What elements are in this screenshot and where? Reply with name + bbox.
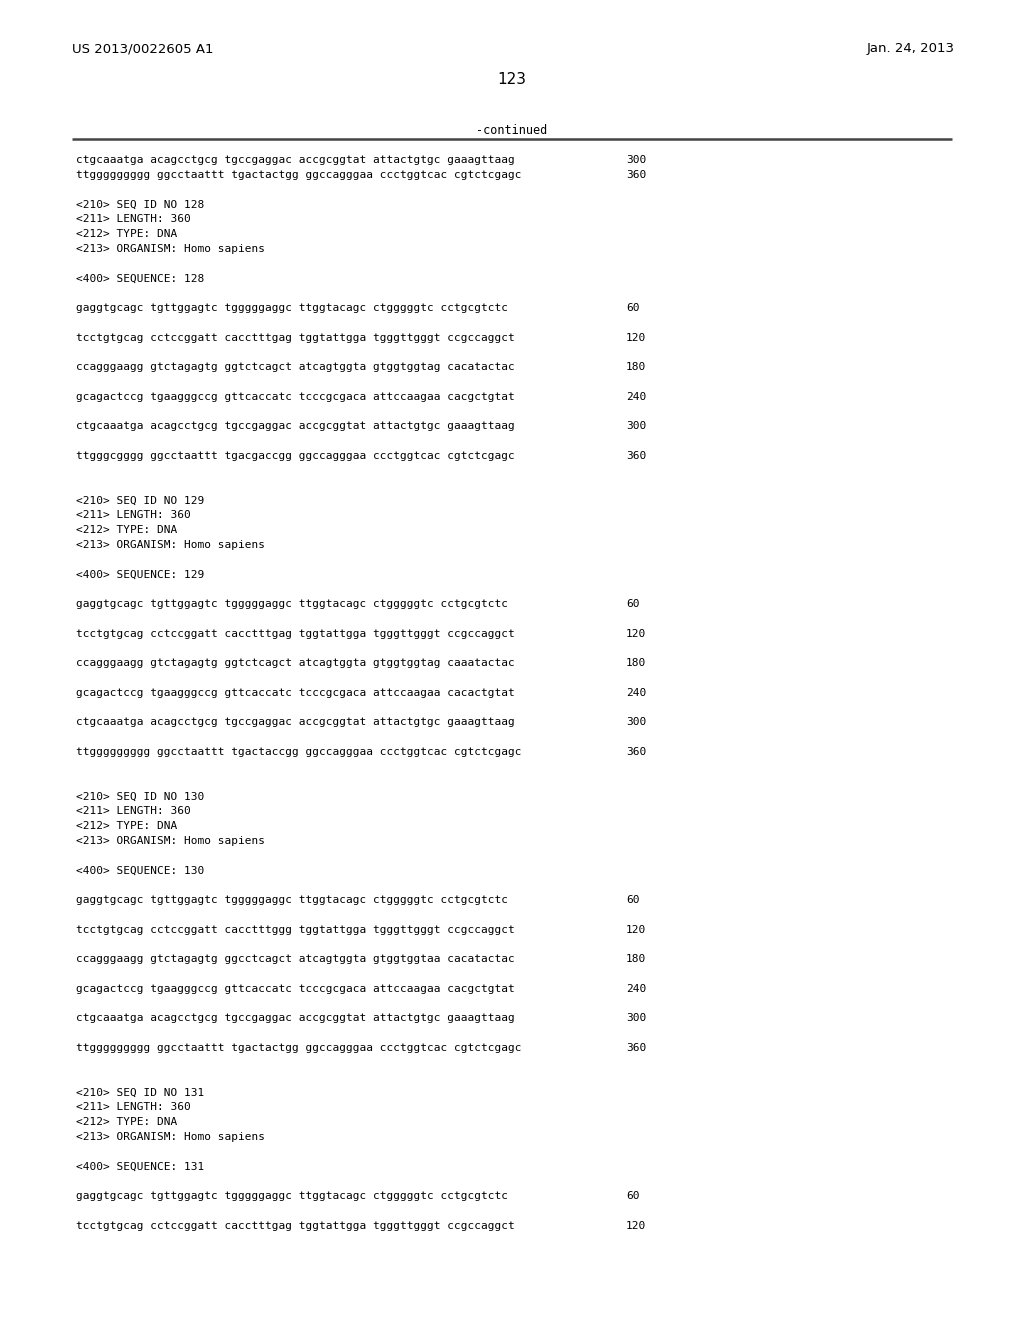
Text: gaggtgcagc tgttggagtc tgggggaggc ttggtacagc ctgggggtc cctgcgtctc: gaggtgcagc tgttggagtc tgggggaggc ttggtac… <box>76 304 508 313</box>
Text: -continued: -continued <box>476 124 548 137</box>
Text: ttggggggggg ggcctaattt tgactactgg ggccagggaa ccctggtcac cgtctcgagc: ttggggggggg ggcctaattt tgactactgg ggccag… <box>76 170 521 180</box>
Text: 300: 300 <box>626 421 646 432</box>
Text: US 2013/0022605 A1: US 2013/0022605 A1 <box>72 42 213 55</box>
Text: <213> ORGANISM: Homo sapiens: <213> ORGANISM: Homo sapiens <box>76 836 265 846</box>
Text: <210> SEQ ID NO 130: <210> SEQ ID NO 130 <box>76 792 204 801</box>
Text: <211> LENGTH: 360: <211> LENGTH: 360 <box>76 1102 190 1113</box>
Text: 300: 300 <box>626 154 646 165</box>
Text: <210> SEQ ID NO 128: <210> SEQ ID NO 128 <box>76 199 204 210</box>
Text: gaggtgcagc tgttggagtc tgggggaggc ttggtacagc ctgggggtc cctgcgtctc: gaggtgcagc tgttggagtc tgggggaggc ttggtac… <box>76 599 508 609</box>
Text: 300: 300 <box>626 1014 646 1023</box>
Text: 120: 120 <box>626 628 646 639</box>
Text: 360: 360 <box>626 1043 646 1053</box>
Text: Jan. 24, 2013: Jan. 24, 2013 <box>867 42 955 55</box>
Text: 360: 360 <box>626 747 646 756</box>
Text: 360: 360 <box>626 451 646 461</box>
Text: ccagggaagg gtctagagtg ggtctcagct atcagtggta gtggtggtag cacatactac: ccagggaagg gtctagagtg ggtctcagct atcagtg… <box>76 362 515 372</box>
Text: tcctgtgcag cctccggatt cacctttgag tggtattgga tgggttgggt ccgccaggct: tcctgtgcag cctccggatt cacctttgag tggtatt… <box>76 333 515 343</box>
Text: 60: 60 <box>626 895 640 906</box>
Text: <213> ORGANISM: Homo sapiens: <213> ORGANISM: Homo sapiens <box>76 540 265 550</box>
Text: tcctgtgcag cctccggatt cacctttggg tggtattgga tgggttgggt ccgccaggct: tcctgtgcag cctccggatt cacctttggg tggtatt… <box>76 924 515 935</box>
Text: <400> SEQUENCE: 129: <400> SEQUENCE: 129 <box>76 569 204 579</box>
Text: gcagactccg tgaagggccg gttcaccatc tcccgcgaca attccaagaa cacgctgtat: gcagactccg tgaagggccg gttcaccatc tcccgcg… <box>76 392 515 401</box>
Text: <213> ORGANISM: Homo sapiens: <213> ORGANISM: Homo sapiens <box>76 244 265 253</box>
Text: <212> TYPE: DNA: <212> TYPE: DNA <box>76 821 177 832</box>
Text: ccagggaagg gtctagagtg ggtctcagct atcagtggta gtggtggtag caaatactac: ccagggaagg gtctagagtg ggtctcagct atcagtg… <box>76 659 515 668</box>
Text: 300: 300 <box>626 717 646 727</box>
Text: 120: 120 <box>626 333 646 343</box>
Text: <212> TYPE: DNA: <212> TYPE: DNA <box>76 228 177 239</box>
Text: ccagggaagg gtctagagtg ggcctcagct atcagtggta gtggtggtaa cacatactac: ccagggaagg gtctagagtg ggcctcagct atcagtg… <box>76 954 515 964</box>
Text: gcagactccg tgaagggccg gttcaccatc tcccgcgaca attccaagaa cacactgtat: gcagactccg tgaagggccg gttcaccatc tcccgcg… <box>76 688 515 698</box>
Text: ctgcaaatga acagcctgcg tgccgaggac accgcggtat attactgtgc gaaagttaag: ctgcaaatga acagcctgcg tgccgaggac accgcgg… <box>76 421 515 432</box>
Text: 240: 240 <box>626 983 646 994</box>
Text: ttggggggggg ggcctaattt tgactactgg ggccagggaa ccctggtcac cgtctcgagc: ttggggggggg ggcctaattt tgactactgg ggccag… <box>76 1043 521 1053</box>
Text: <213> ORGANISM: Homo sapiens: <213> ORGANISM: Homo sapiens <box>76 1131 265 1142</box>
Text: <400> SEQUENCE: 130: <400> SEQUENCE: 130 <box>76 866 204 875</box>
Text: 60: 60 <box>626 304 640 313</box>
Text: ctgcaaatga acagcctgcg tgccgaggac accgcggtat attactgtgc gaaagttaag: ctgcaaatga acagcctgcg tgccgaggac accgcgg… <box>76 1014 515 1023</box>
Text: 240: 240 <box>626 392 646 401</box>
Text: ctgcaaatga acagcctgcg tgccgaggac accgcggtat attactgtgc gaaagttaag: ctgcaaatga acagcctgcg tgccgaggac accgcgg… <box>76 717 515 727</box>
Text: 120: 120 <box>626 1221 646 1230</box>
Text: 180: 180 <box>626 362 646 372</box>
Text: <211> LENGTH: 360: <211> LENGTH: 360 <box>76 807 190 816</box>
Text: gcagactccg tgaagggccg gttcaccatc tcccgcgaca attccaagaa cacgctgtat: gcagactccg tgaagggccg gttcaccatc tcccgcg… <box>76 983 515 994</box>
Text: <400> SEQUENCE: 131: <400> SEQUENCE: 131 <box>76 1162 204 1171</box>
Text: gaggtgcagc tgttggagtc tgggggaggc ttggtacagc ctgggggtc cctgcgtctc: gaggtgcagc tgttggagtc tgggggaggc ttggtac… <box>76 1191 508 1201</box>
Text: <210> SEQ ID NO 129: <210> SEQ ID NO 129 <box>76 495 204 506</box>
Text: tcctgtgcag cctccggatt cacctttgag tggtattgga tgggttgggt ccgccaggct: tcctgtgcag cctccggatt cacctttgag tggtatt… <box>76 628 515 639</box>
Text: <210> SEQ ID NO 131: <210> SEQ ID NO 131 <box>76 1088 204 1097</box>
Text: 60: 60 <box>626 1191 640 1201</box>
Text: <400> SEQUENCE: 128: <400> SEQUENCE: 128 <box>76 273 204 284</box>
Text: ctgcaaatga acagcctgcg tgccgaggac accgcggtat attactgtgc gaaagttaag: ctgcaaatga acagcctgcg tgccgaggac accgcgg… <box>76 154 515 165</box>
Text: 180: 180 <box>626 954 646 964</box>
Text: <211> LENGTH: 360: <211> LENGTH: 360 <box>76 511 190 520</box>
Text: <212> TYPE: DNA: <212> TYPE: DNA <box>76 1117 177 1127</box>
Text: 180: 180 <box>626 659 646 668</box>
Text: tcctgtgcag cctccggatt cacctttgag tggtattgga tgggttgggt ccgccaggct: tcctgtgcag cctccggatt cacctttgag tggtatt… <box>76 1221 515 1230</box>
Text: <212> TYPE: DNA: <212> TYPE: DNA <box>76 525 177 535</box>
Text: ttgggcgggg ggcctaattt tgacgaccgg ggccagggaa ccctggtcac cgtctcgagc: ttgggcgggg ggcctaattt tgacgaccgg ggccagg… <box>76 451 515 461</box>
Text: 120: 120 <box>626 924 646 935</box>
Text: <211> LENGTH: 360: <211> LENGTH: 360 <box>76 214 190 224</box>
Text: 240: 240 <box>626 688 646 698</box>
Text: 360: 360 <box>626 170 646 180</box>
Text: gaggtgcagc tgttggagtc tgggggaggc ttggtacagc ctgggggtc cctgcgtctc: gaggtgcagc tgttggagtc tgggggaggc ttggtac… <box>76 895 508 906</box>
Text: 60: 60 <box>626 599 640 609</box>
Text: ttggggggggg ggcctaattt tgactaccgg ggccagggaa ccctggtcac cgtctcgagc: ttggggggggg ggcctaattt tgactaccgg ggccag… <box>76 747 521 756</box>
Text: 123: 123 <box>498 73 526 87</box>
